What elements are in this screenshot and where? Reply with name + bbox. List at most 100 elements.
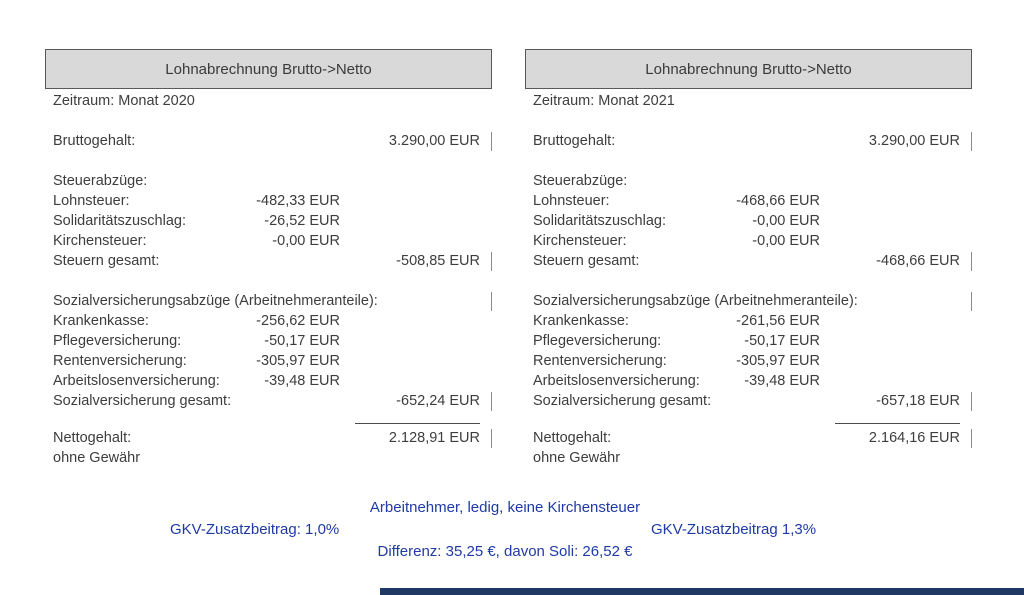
row-value: -261,56 EUR bbox=[736, 313, 820, 329]
footer-employee-note: Arbeitnehmer, ledig, keine Kirchensteuer bbox=[369, 499, 641, 516]
disclaimer-label: ohne Gewähr bbox=[533, 450, 621, 466]
row-value: -305,97 EUR bbox=[256, 353, 340, 369]
spacer bbox=[533, 411, 960, 423]
spacer bbox=[53, 271, 480, 291]
row-value: -39,48 EUR bbox=[744, 373, 820, 389]
tax-section-row: Steuerabzüge: bbox=[533, 171, 960, 191]
row-label: Pflegeversicherung: bbox=[533, 333, 662, 349]
net-total-rule bbox=[355, 423, 480, 424]
tax-total-row: Steuern gesamt: -508,85 EUR bbox=[53, 251, 492, 271]
panel-body: Zeitraum: Monat 2021 Bruttogehalt: 3.290… bbox=[525, 89, 972, 468]
net-value: 2.164,16 EUR bbox=[868, 430, 960, 446]
panel-header: Lohnabrechnung Brutto->Netto bbox=[525, 49, 972, 89]
tax-total-value: -468,66 EUR bbox=[876, 253, 960, 269]
social-total-label: Sozialversicherung gesamt: bbox=[533, 393, 712, 409]
row-kirchensteuer: Kirchensteuer: -0,00 EUR bbox=[53, 231, 480, 251]
window-edge-bar bbox=[380, 588, 1024, 595]
social-total-label: Sozialversicherung gesamt: bbox=[53, 393, 232, 409]
gross-value: 3.290,00 EUR bbox=[388, 133, 480, 149]
row-krankenkasse: Krankenkasse: -261,56 EUR bbox=[533, 311, 960, 331]
row-lohnsteuer: Lohnsteuer: -468,66 EUR bbox=[533, 191, 960, 211]
disclaimer-row: ohne Gewähr bbox=[533, 448, 960, 468]
spacer bbox=[53, 111, 480, 131]
row-label: Pflegeversicherung: bbox=[53, 333, 182, 349]
row-solidaritaetszuschlag: Solidaritätszuschlag: -26,52 EUR bbox=[53, 211, 480, 231]
net-label: Nettogehalt: bbox=[53, 430, 132, 446]
row-label: Kirchensteuer: bbox=[533, 233, 627, 249]
footer-difference-note: Differenz: 35,25 €, davon Soli: 26,52 € bbox=[377, 543, 633, 560]
gross-row: Bruttogehalt: 3.290,00 EUR bbox=[53, 131, 492, 151]
row-pflegeversicherung: Pflegeversicherung: -50,17 EUR bbox=[533, 331, 960, 351]
net-label: Nettogehalt: bbox=[533, 430, 612, 446]
spacer bbox=[533, 151, 960, 171]
tax-section-label: Steuerabzüge: bbox=[533, 173, 628, 189]
row-value: -26,52 EUR bbox=[264, 213, 340, 229]
row-rentenversicherung: Rentenversicherung: -305,97 EUR bbox=[533, 351, 960, 371]
row-label: Lohnsteuer: bbox=[53, 193, 130, 209]
panel-title: Lohnabrechnung Brutto->Netto bbox=[165, 60, 372, 78]
row-label: Arbeitslosenversicherung: bbox=[53, 373, 220, 389]
row-value: -39,48 EUR bbox=[264, 373, 340, 389]
row-value: -305,97 EUR bbox=[736, 353, 820, 369]
footer-gkv-right: GKV-Zusatzbeitrag 1,3% bbox=[651, 521, 817, 538]
net-value: 2.128,91 EUR bbox=[388, 430, 480, 446]
row-rentenversicherung: Rentenversicherung: -305,97 EUR bbox=[53, 351, 480, 371]
row-value: -0,00 EUR bbox=[752, 213, 820, 229]
tax-total-label: Steuern gesamt: bbox=[533, 253, 640, 269]
footer-gkv-left: GKV-Zusatzbeitrag: 1,0% bbox=[170, 521, 340, 538]
spacer bbox=[53, 411, 480, 423]
row-label: Solidaritätszuschlag: bbox=[53, 213, 186, 229]
row-label: Kirchensteuer: bbox=[53, 233, 147, 249]
tax-total-row: Steuern gesamt: -468,66 EUR bbox=[533, 251, 972, 271]
social-total-row: Sozialversicherung gesamt: -652,24 EUR bbox=[53, 391, 492, 411]
gross-label: Bruttogehalt: bbox=[533, 133, 616, 149]
social-section-row: Sozialversicherungsabzüge (Arbeitnehmera… bbox=[533, 291, 972, 311]
row-value: -50,17 EUR bbox=[744, 333, 820, 349]
social-section-label: Sozialversicherungsabzüge (Arbeitnehmera… bbox=[53, 293, 378, 309]
row-value: -468,66 EUR bbox=[736, 193, 820, 209]
row-label: Lohnsteuer: bbox=[533, 193, 610, 209]
row-label: Rentenversicherung: bbox=[533, 353, 667, 369]
period-label: Zeitraum: Monat 2020 bbox=[53, 93, 195, 109]
social-total-row: Sozialversicherung gesamt: -657,18 EUR bbox=[533, 391, 972, 411]
row-label: Rentenversicherung: bbox=[53, 353, 187, 369]
payroll-panel-2021: Lohnabrechnung Brutto->Netto Zeitraum: M… bbox=[525, 49, 972, 468]
period-label: Zeitraum: Monat 2021 bbox=[533, 93, 675, 109]
net-total-rule bbox=[835, 423, 960, 424]
gross-row: Bruttogehalt: 3.290,00 EUR bbox=[533, 131, 972, 151]
net-row: Nettogehalt: 2.128,91 EUR bbox=[53, 428, 492, 448]
gross-value: 3.290,00 EUR bbox=[868, 133, 960, 149]
social-total-value: -657,18 EUR bbox=[876, 393, 960, 409]
row-krankenkasse: Krankenkasse: -256,62 EUR bbox=[53, 311, 480, 331]
disclaimer-row: ohne Gewähr bbox=[53, 448, 480, 468]
panel-body: Zeitraum: Monat 2020 Bruttogehalt: 3.290… bbox=[45, 89, 492, 468]
tax-section-label: Steuerabzüge: bbox=[53, 173, 148, 189]
row-lohnsteuer: Lohnsteuer: -482,33 EUR bbox=[53, 191, 480, 211]
row-kirchensteuer: Kirchensteuer: -0,00 EUR bbox=[533, 231, 960, 251]
spacer bbox=[533, 271, 960, 291]
tax-section-row: Steuerabzüge: bbox=[53, 171, 480, 191]
row-solidaritaetszuschlag: Solidaritätszuschlag: -0,00 EUR bbox=[533, 211, 960, 231]
tax-total-value: -508,85 EUR bbox=[396, 253, 480, 269]
panel-header: Lohnabrechnung Brutto->Netto bbox=[45, 49, 492, 89]
period-row: Zeitraum: Monat 2020 bbox=[53, 91, 480, 111]
row-label: Solidaritätszuschlag: bbox=[533, 213, 666, 229]
row-pflegeversicherung: Pflegeversicherung: -50,17 EUR bbox=[53, 331, 480, 351]
row-value: -256,62 EUR bbox=[256, 313, 340, 329]
gross-label: Bruttogehalt: bbox=[53, 133, 136, 149]
row-label: Arbeitslosenversicherung: bbox=[533, 373, 700, 389]
social-section-row: Sozialversicherungsabzüge (Arbeitnehmera… bbox=[53, 291, 492, 311]
spacer bbox=[533, 111, 960, 131]
payroll-panel-2020: Lohnabrechnung Brutto->Netto Zeitraum: M… bbox=[45, 49, 492, 468]
row-value: -50,17 EUR bbox=[264, 333, 340, 349]
disclaimer-label: ohne Gewähr bbox=[53, 450, 141, 466]
row-value: -0,00 EUR bbox=[272, 233, 340, 249]
tax-total-label: Steuern gesamt: bbox=[53, 253, 160, 269]
row-arbeitslosenversicherung: Arbeitslosenversicherung: -39,48 EUR bbox=[533, 371, 960, 391]
net-row: Nettogehalt: 2.164,16 EUR bbox=[533, 428, 972, 448]
row-label: Krankenkasse: bbox=[53, 313, 149, 329]
panel-title: Lohnabrechnung Brutto->Netto bbox=[645, 60, 852, 78]
row-label: Krankenkasse: bbox=[533, 313, 629, 329]
row-value: -0,00 EUR bbox=[752, 233, 820, 249]
period-row: Zeitraum: Monat 2021 bbox=[533, 91, 960, 111]
